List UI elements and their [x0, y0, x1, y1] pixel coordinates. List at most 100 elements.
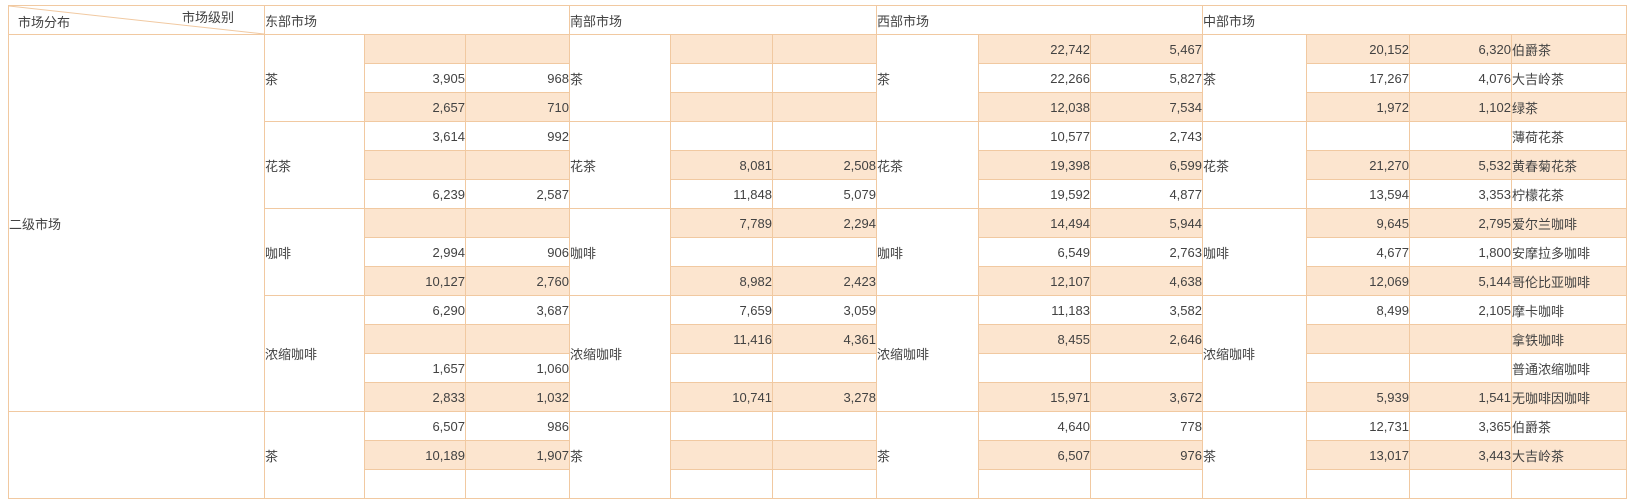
value-cell[interactable]: [670, 440, 773, 470]
value-cell[interactable]: 11,183: [978, 295, 1091, 325]
value-cell[interactable]: 12,107: [978, 266, 1091, 296]
value-cell[interactable]: 12,731: [1306, 411, 1410, 441]
category-cell[interactable]: 花茶: [569, 121, 671, 209]
value-cell[interactable]: 7,534: [1090, 92, 1203, 122]
value-cell[interactable]: 2,994: [364, 237, 466, 267]
value-cell[interactable]: 906: [465, 237, 570, 267]
category-cell[interactable]: 茶: [876, 411, 979, 499]
product-name-cell[interactable]: 安摩拉多咖啡: [1510, 237, 1628, 267]
value-cell[interactable]: 3,353: [1409, 179, 1512, 209]
product-name-cell[interactable]: 柠檬花茶: [1510, 179, 1628, 209]
value-cell[interactable]: [670, 411, 773, 441]
category-cell[interactable]: 花茶: [1202, 121, 1307, 209]
value-cell[interactable]: 6,549: [978, 237, 1091, 267]
category-cell[interactable]: 茶: [876, 34, 979, 122]
value-cell[interactable]: [670, 469, 773, 499]
value-cell[interactable]: [465, 150, 570, 180]
value-cell[interactable]: 976: [1090, 440, 1203, 470]
value-cell[interactable]: 968: [465, 63, 570, 93]
value-cell[interactable]: [1306, 324, 1410, 354]
product-name-cell[interactable]: 无咖啡因咖啡: [1510, 382, 1628, 412]
market-header-central[interactable]: 中部市场: [1201, 5, 1628, 35]
value-cell[interactable]: 14,494: [978, 208, 1091, 238]
product-name-cell[interactable]: 伯爵茶: [1510, 34, 1628, 64]
value-cell[interactable]: 2,763: [1090, 237, 1203, 267]
value-cell[interactable]: 3,443: [1409, 440, 1512, 470]
value-cell[interactable]: [772, 440, 877, 470]
value-cell[interactable]: [772, 121, 877, 151]
value-cell[interactable]: 2,105: [1409, 295, 1512, 325]
value-cell[interactable]: 778: [1090, 411, 1203, 441]
value-cell[interactable]: [1306, 121, 1410, 151]
market-header-west[interactable]: 西部市场: [876, 5, 1203, 35]
value-cell[interactable]: 1,972: [1306, 92, 1410, 122]
value-cell[interactable]: 1,800: [1409, 237, 1512, 267]
value-cell[interactable]: 13,017: [1306, 440, 1410, 470]
value-cell[interactable]: 5,144: [1409, 266, 1512, 296]
category-cell[interactable]: 浓缩咖啡: [264, 295, 365, 412]
value-cell[interactable]: 8,499: [1306, 295, 1410, 325]
value-cell[interactable]: 2,743: [1090, 121, 1203, 151]
value-cell[interactable]: 5,467: [1090, 34, 1203, 64]
product-name-cell[interactable]: 大吉岭茶: [1510, 63, 1628, 93]
value-cell[interactable]: [1090, 469, 1203, 499]
value-cell[interactable]: 6,239: [364, 179, 466, 209]
value-cell[interactable]: [772, 353, 877, 383]
value-cell[interactable]: 3,365: [1409, 411, 1512, 441]
value-cell[interactable]: 1,032: [465, 382, 570, 412]
value-cell[interactable]: 10,127: [364, 266, 466, 296]
value-cell[interactable]: 6,507: [978, 440, 1091, 470]
value-cell[interactable]: 4,638: [1090, 266, 1203, 296]
value-cell[interactable]: 1,060: [465, 353, 570, 383]
value-cell[interactable]: 992: [465, 121, 570, 151]
value-cell[interactable]: 4,076: [1409, 63, 1512, 93]
value-cell[interactable]: 5,939: [1306, 382, 1410, 412]
value-cell[interactable]: 9,645: [1306, 208, 1410, 238]
value-cell[interactable]: 3,059: [772, 295, 877, 325]
value-cell[interactable]: 4,877: [1090, 179, 1203, 209]
value-cell[interactable]: [1306, 353, 1410, 383]
category-cell[interactable]: 茶: [1202, 411, 1307, 499]
value-cell[interactable]: 19,592: [978, 179, 1091, 209]
value-cell[interactable]: 5,944: [1090, 208, 1203, 238]
value-cell[interactable]: [772, 237, 877, 267]
value-cell[interactable]: [1306, 469, 1410, 499]
market-level-cell[interactable]: [8, 411, 265, 499]
value-cell[interactable]: 22,742: [978, 34, 1091, 64]
value-cell[interactable]: [978, 353, 1091, 383]
value-cell[interactable]: [1409, 324, 1512, 354]
value-cell[interactable]: [1090, 353, 1203, 383]
value-cell[interactable]: 5,079: [772, 179, 877, 209]
value-cell[interactable]: 22,266: [978, 63, 1091, 93]
category-cell[interactable]: 茶: [264, 34, 365, 122]
value-cell[interactable]: 10,189: [364, 440, 466, 470]
value-cell[interactable]: 8,455: [978, 324, 1091, 354]
value-cell[interactable]: 12,069: [1306, 266, 1410, 296]
value-cell[interactable]: 4,361: [772, 324, 877, 354]
value-cell[interactable]: 2,657: [364, 92, 466, 122]
value-cell[interactable]: [772, 411, 877, 441]
market-level-cell[interactable]: 二级市场: [8, 34, 265, 412]
category-cell[interactable]: 茶: [569, 411, 671, 499]
value-cell[interactable]: 1,102: [1409, 92, 1512, 122]
value-cell[interactable]: [670, 237, 773, 267]
product-name-cell[interactable]: [1510, 469, 1628, 499]
product-name-cell[interactable]: 薄荷花茶: [1510, 121, 1628, 151]
category-cell[interactable]: 花茶: [264, 121, 365, 209]
value-cell[interactable]: [465, 208, 570, 238]
value-cell[interactable]: 6,290: [364, 295, 466, 325]
value-cell[interactable]: 21,270: [1306, 150, 1410, 180]
value-cell[interactable]: [772, 92, 877, 122]
value-cell[interactable]: [670, 92, 773, 122]
value-cell[interactable]: 7,659: [670, 295, 773, 325]
product-name-cell[interactable]: 大吉岭茶: [1510, 440, 1628, 470]
category-cell[interactable]: 花茶: [876, 121, 979, 209]
value-cell[interactable]: 13,594: [1306, 179, 1410, 209]
value-cell[interactable]: 5,532: [1409, 150, 1512, 180]
value-cell[interactable]: 2,646: [1090, 324, 1203, 354]
value-cell[interactable]: [465, 324, 570, 354]
value-cell[interactable]: [364, 34, 466, 64]
value-cell[interactable]: 2,833: [364, 382, 466, 412]
value-cell[interactable]: 1,541: [1409, 382, 1512, 412]
value-cell[interactable]: [670, 121, 773, 151]
